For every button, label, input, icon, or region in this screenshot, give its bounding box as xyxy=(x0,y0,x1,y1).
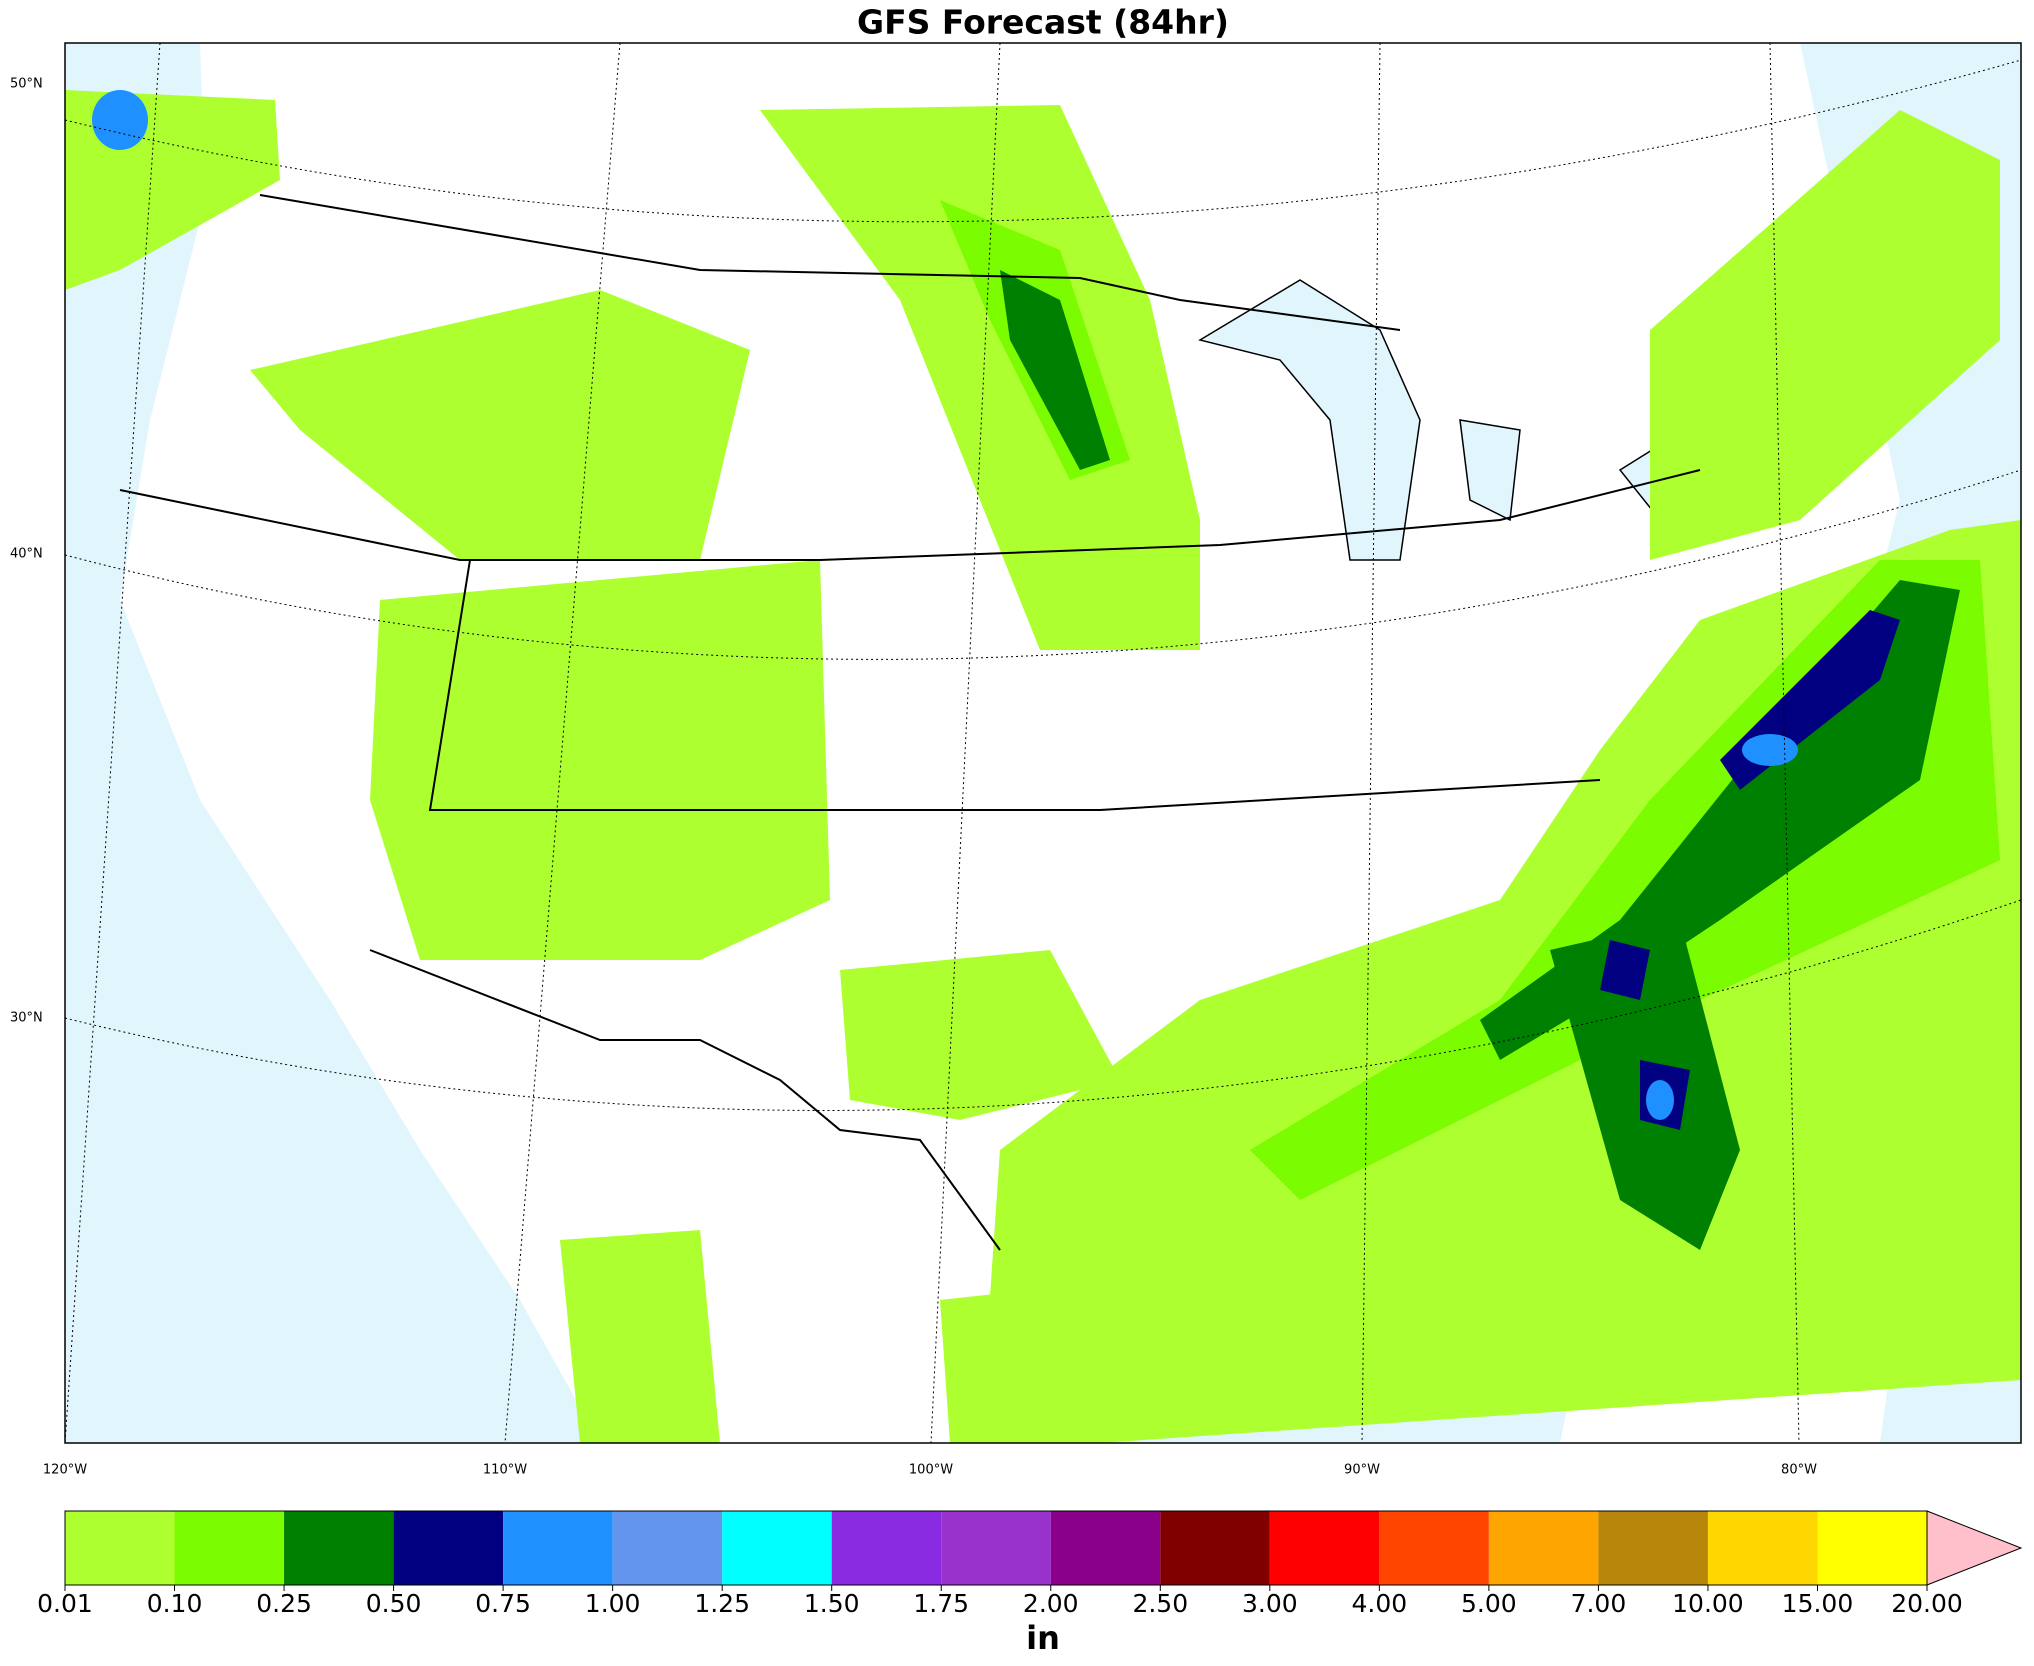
precip-light xyxy=(65,90,2021,1443)
colorbar-tick-label: 20.00 xyxy=(1891,1589,1963,1618)
colorbar-tick-label: 1.75 xyxy=(913,1589,969,1618)
colorbar-segment xyxy=(612,1511,723,1585)
colorbar-tick-label: 1.00 xyxy=(585,1589,641,1618)
colorbar-tick-label: 0.25 xyxy=(256,1589,312,1618)
colorbar-tick-label: 1.50 xyxy=(804,1589,860,1618)
colorbar-tick-label: 2.50 xyxy=(1132,1589,1188,1618)
graticule xyxy=(64,42,2022,1444)
colorbar-segment xyxy=(1269,1511,1380,1585)
colorbar-unit: in xyxy=(1026,1619,1060,1657)
borders xyxy=(119,194,1701,1251)
colorbar-tick-label: 2.00 xyxy=(1023,1589,1079,1618)
colorbar-segment xyxy=(1598,1511,1708,1585)
colorbar-segment xyxy=(1050,1511,1161,1585)
colorbar-tick-label: 0.10 xyxy=(147,1589,203,1618)
lon-label: 110°W xyxy=(483,1463,527,1478)
colorbar-segment xyxy=(941,1511,1051,1585)
colorbar-tick-label: 5.00 xyxy=(1461,1589,1517,1618)
lon-label: 100°W xyxy=(909,1463,953,1478)
colorbar-segment xyxy=(831,1511,942,1585)
colorbar-tick-label: 7.00 xyxy=(1571,1589,1627,1618)
colorbar-segment xyxy=(722,1511,832,1585)
title: GFS Forecast (84hr) xyxy=(857,3,1229,42)
colorbar-segment xyxy=(284,1511,394,1585)
colorbar-frame xyxy=(64,1510,1928,1586)
colorbar-tick-label: 4.00 xyxy=(1352,1589,1408,1618)
colorbar-segment xyxy=(1707,1511,1818,1585)
lat-label: 50°N xyxy=(10,77,43,92)
colorbar-segment xyxy=(1379,1511,1489,1585)
lon-label: 80°W xyxy=(1781,1463,1817,1478)
map-frame xyxy=(64,42,2022,1444)
colorbar-tick-label: 15.00 xyxy=(1782,1589,1854,1618)
map xyxy=(64,42,2022,1444)
colorbar-extend xyxy=(1926,1510,2023,1586)
lat-label: 40°N xyxy=(10,547,43,562)
colorbar-tick-label: 3.00 xyxy=(1242,1589,1298,1618)
colorbar-segment xyxy=(174,1511,285,1585)
colorbar-segment xyxy=(1817,1511,1927,1585)
colorbar-segment xyxy=(1488,1511,1599,1585)
lat-label: 30°N xyxy=(10,1011,43,1026)
lon-label: 90°W xyxy=(1344,1463,1380,1478)
lon-label: 120°W xyxy=(43,1463,87,1478)
colorbar-tick-label: 0.50 xyxy=(366,1589,422,1618)
colorbar-segment xyxy=(1160,1511,1270,1585)
precip-extreme xyxy=(92,90,1798,1120)
colorbar-segment xyxy=(393,1511,504,1585)
colorbar-segment xyxy=(65,1511,175,1585)
colorbar-tick-label: 1.25 xyxy=(694,1589,750,1618)
colorbar-tick-label: 0.01 xyxy=(37,1589,93,1618)
colorbar-segment xyxy=(503,1511,613,1585)
pacific-ocean xyxy=(65,43,600,1443)
colorbar-tick-label: 10.00 xyxy=(1672,1589,1744,1618)
colorbar-tick-label: 0.75 xyxy=(475,1589,531,1618)
